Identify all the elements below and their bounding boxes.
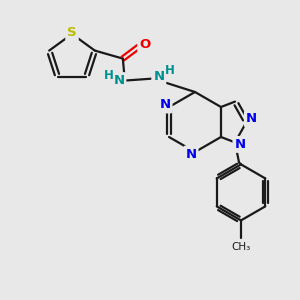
Text: N: N bbox=[160, 98, 171, 112]
Text: H: H bbox=[165, 64, 175, 77]
Text: N: N bbox=[246, 112, 257, 125]
Text: N: N bbox=[185, 148, 197, 160]
Text: H: H bbox=[104, 69, 114, 82]
Text: CH₃: CH₃ bbox=[231, 242, 250, 252]
Text: N: N bbox=[113, 74, 124, 87]
Text: S: S bbox=[67, 26, 77, 40]
Text: N: N bbox=[234, 138, 246, 151]
Text: N: N bbox=[153, 70, 164, 83]
Text: O: O bbox=[139, 38, 151, 51]
